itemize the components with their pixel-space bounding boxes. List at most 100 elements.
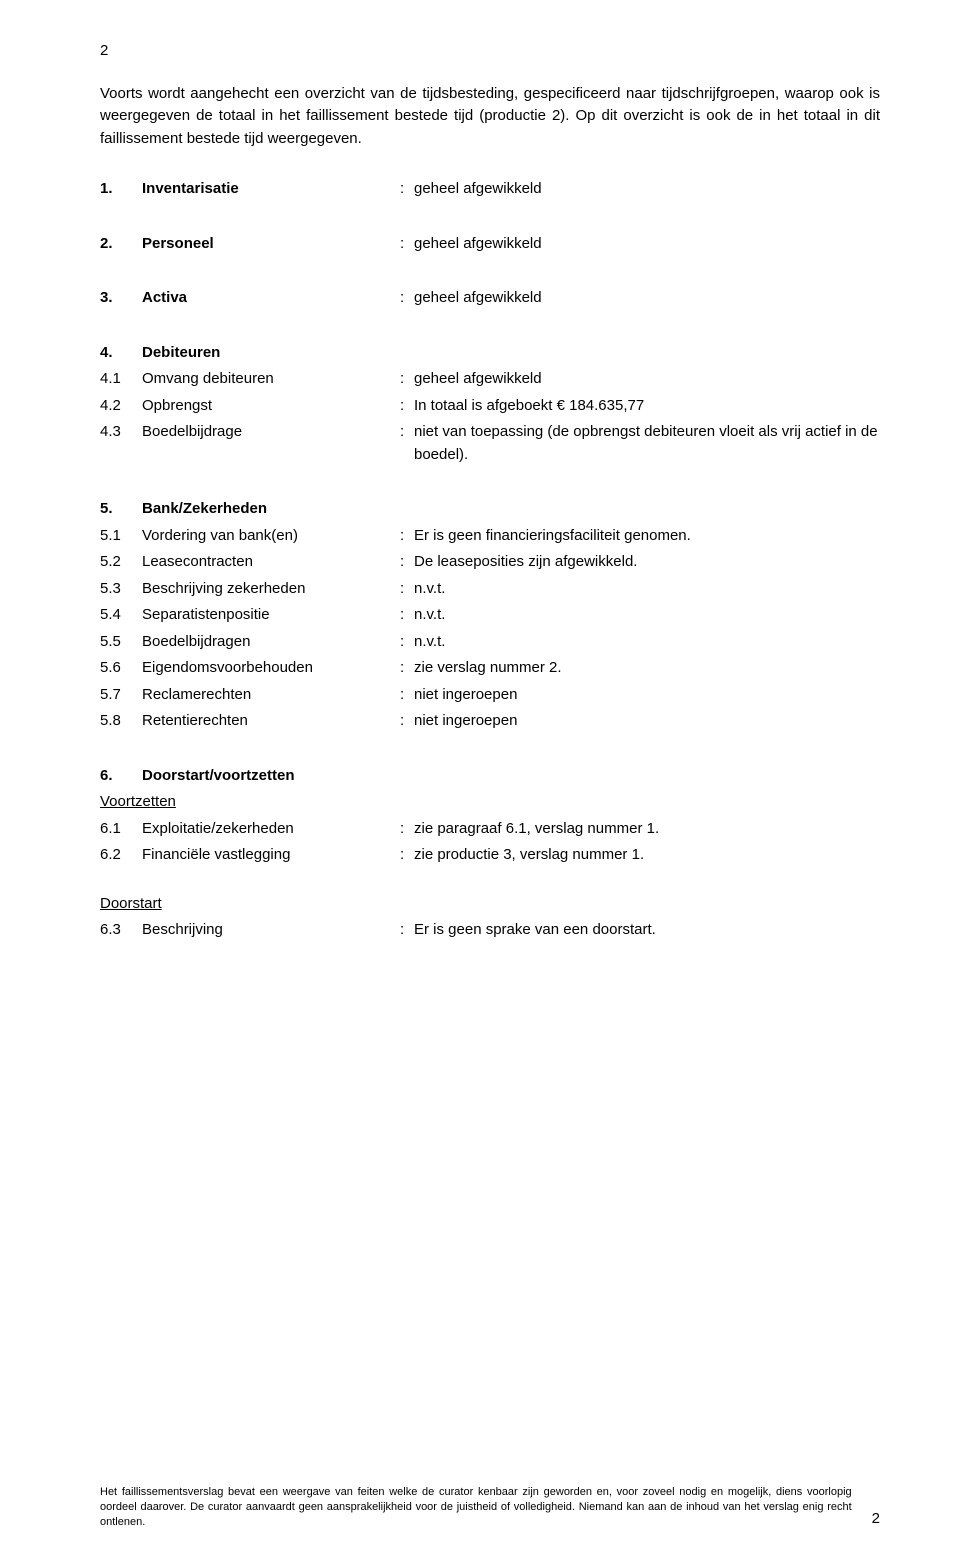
item-value: zie verslag nummer 2. [414, 657, 880, 680]
item-num: 4.3 [100, 421, 142, 466]
item-label: Financiële vastlegging [142, 844, 400, 867]
section-num: 5. [100, 498, 142, 521]
item-label: Separatistenpositie [142, 604, 400, 627]
item-label: Beschrijving [142, 919, 400, 942]
item-value: In totaal is afgeboekt € 184.635,77 [414, 395, 880, 418]
row-5-6: 5.6 Eigendomsvoorbehouden : zie verslag … [100, 657, 880, 680]
item-value: zie productie 3, verslag nummer 1. [414, 844, 880, 867]
subheading-voortzetten: Voortzetten [100, 791, 176, 814]
row-debiteuren-header: 4. Debiteuren [100, 342, 880, 365]
item-label: Boedelbijdragen [142, 631, 400, 654]
page-number-bottom: 2 [872, 1508, 880, 1531]
row-6-2: 6.2 Financiële vastlegging : zie product… [100, 844, 880, 867]
item-label: Boedelbijdrage [142, 421, 400, 466]
item-label: Opbrengst [142, 395, 400, 418]
item-num: 5.3 [100, 578, 142, 601]
row-6-1: 6.1 Exploitatie/zekerheden : zie paragra… [100, 818, 880, 841]
subheading-doorstart: Doorstart [100, 893, 162, 916]
item-value: n.v.t. [414, 604, 880, 627]
page-number-top: 2 [100, 40, 880, 63]
section-value: geheel afgewikkeld [414, 178, 880, 201]
item-value: niet van toepassing (de opbrengst debite… [414, 421, 880, 466]
colon: : [400, 657, 414, 680]
colon: : [400, 684, 414, 707]
item-label: Vordering van bank(en) [142, 525, 400, 548]
colon: : [400, 919, 414, 942]
row-5-2: 5.2 Leasecontracten : De leaseposities z… [100, 551, 880, 574]
item-label: Beschrijving zekerheden [142, 578, 400, 601]
colon: : [400, 178, 414, 201]
colon: : [400, 631, 414, 654]
section-title: Personeel [142, 233, 400, 256]
row-4-1: 4.1 Omvang debiteuren : geheel afgewikke… [100, 368, 880, 391]
page-footer: Het faillissementsverslag bevat een weer… [100, 1485, 880, 1530]
section-title: Bank/Zekerheden [142, 498, 400, 521]
item-value: n.v.t. [414, 631, 880, 654]
colon: : [400, 233, 414, 256]
row-personeel: 2. Personeel : geheel afgewikkeld [100, 233, 880, 256]
intro-paragraph: Voorts wordt aangehecht een overzicht va… [100, 83, 880, 151]
section-title: Activa [142, 287, 400, 310]
item-num: 5.2 [100, 551, 142, 574]
item-value: niet ingeroepen [414, 684, 880, 707]
section-num: 1. [100, 178, 142, 201]
row-5-8: 5.8 Retentierechten : niet ingeroepen [100, 710, 880, 733]
item-value: zie paragraaf 6.1, verslag nummer 1. [414, 818, 880, 841]
item-num: 5.1 [100, 525, 142, 548]
colon: : [400, 604, 414, 627]
row-5-5: 5.5 Boedelbijdragen : n.v.t. [100, 631, 880, 654]
item-value: De leaseposities zijn afgewikkeld. [414, 551, 880, 574]
section-title: Doorstart/voortzetten [142, 765, 400, 788]
item-label: Leasecontracten [142, 551, 400, 574]
row-inventarisatie: 1. Inventarisatie : geheel afgewikkeld [100, 178, 880, 201]
item-label: Omvang debiteuren [142, 368, 400, 391]
colon: : [400, 710, 414, 733]
row-4-2: 4.2 Opbrengst : In totaal is afgeboekt €… [100, 395, 880, 418]
colon: : [400, 368, 414, 391]
item-label: Reclamerechten [142, 684, 400, 707]
section-num: 3. [100, 287, 142, 310]
section-num: 4. [100, 342, 142, 365]
section-title: Inventarisatie [142, 178, 400, 201]
colon: : [400, 395, 414, 418]
row-activa: 3. Activa : geheel afgewikkeld [100, 287, 880, 310]
row-5-3: 5.3 Beschrijving zekerheden : n.v.t. [100, 578, 880, 601]
section-title: Debiteuren [142, 342, 400, 365]
row-bank-header: 5. Bank/Zekerheden [100, 498, 880, 521]
row-voortzetten: Voortzetten [100, 791, 880, 814]
colon: : [400, 844, 414, 867]
row-5-7: 5.7 Reclamerechten : niet ingeroepen [100, 684, 880, 707]
colon: : [400, 525, 414, 548]
row-4-3: 4.3 Boedelbijdrage : niet van toepassing… [100, 421, 880, 466]
colon: : [400, 578, 414, 601]
item-num: 6.2 [100, 844, 142, 867]
section-num: 2. [100, 233, 142, 256]
item-num: 4.2 [100, 395, 142, 418]
item-value: Er is geen sprake van een doorstart. [414, 919, 880, 942]
item-num: 6.3 [100, 919, 142, 942]
item-num: 5.7 [100, 684, 142, 707]
row-doorstart: Doorstart [100, 893, 880, 916]
item-num: 4.1 [100, 368, 142, 391]
section-num: 6. [100, 765, 142, 788]
item-num: 5.8 [100, 710, 142, 733]
colon: : [400, 551, 414, 574]
colon: : [400, 818, 414, 841]
item-value: geheel afgewikkeld [414, 368, 880, 391]
section-value: geheel afgewikkeld [414, 233, 880, 256]
item-num: 5.4 [100, 604, 142, 627]
footer-disclaimer: Het faillissementsverslag bevat een weer… [100, 1485, 852, 1530]
item-value: n.v.t. [414, 578, 880, 601]
item-label: Eigendomsvoorbehouden [142, 657, 400, 680]
row-5-4: 5.4 Separatistenpositie : n.v.t. [100, 604, 880, 627]
item-num: 5.6 [100, 657, 142, 680]
item-value: niet ingeroepen [414, 710, 880, 733]
section-value: geheel afgewikkeld [414, 287, 880, 310]
item-value: Er is geen financieringsfaciliteit genom… [414, 525, 880, 548]
item-label: Retentierechten [142, 710, 400, 733]
item-num: 5.5 [100, 631, 142, 654]
item-label: Exploitatie/zekerheden [142, 818, 400, 841]
item-num: 6.1 [100, 818, 142, 841]
colon: : [400, 287, 414, 310]
colon: : [400, 421, 414, 466]
